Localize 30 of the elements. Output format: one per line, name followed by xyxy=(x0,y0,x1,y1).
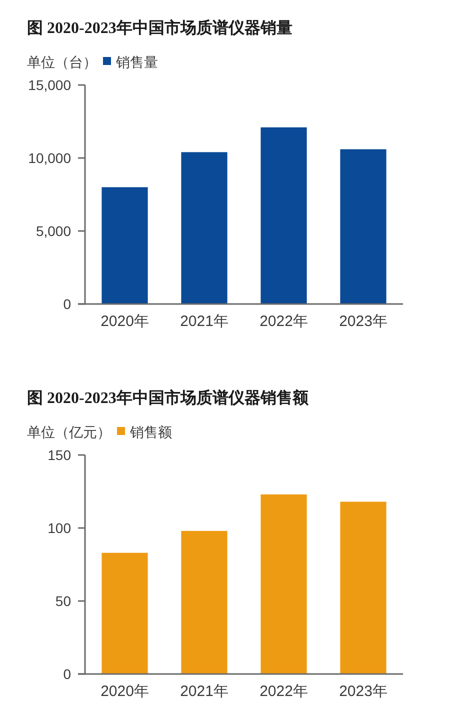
y-axis-title: 单位（台） xyxy=(27,54,97,70)
x-tick-label: 2020年 xyxy=(100,313,149,330)
bar xyxy=(102,552,148,674)
y-tick-label: 0 xyxy=(63,666,72,682)
y-tick-label: 50 xyxy=(55,593,72,609)
x-tick-label: 2021年 xyxy=(180,313,228,330)
x-tick-label: 2023年 xyxy=(339,313,388,330)
y-tick-label: 0 xyxy=(63,296,72,312)
x-tick-label: 2023年 xyxy=(339,683,388,700)
y-axis-title: 单位（亿元） xyxy=(27,424,111,440)
y-tick-label: 10,000 xyxy=(28,150,72,166)
bar xyxy=(181,152,228,304)
x-tick-label: 2021年 xyxy=(180,683,228,700)
bar xyxy=(340,502,386,674)
y-tick-label: 100 xyxy=(48,520,72,536)
x-tick-label: 2022年 xyxy=(260,313,308,330)
chart-title: 图 2020-2023年中国市场质谱仪器销售额 xyxy=(27,389,310,407)
legend-label: 销售额 xyxy=(129,424,172,440)
y-tick-label: 150 xyxy=(48,447,72,463)
bar xyxy=(102,187,148,304)
bar xyxy=(260,494,307,674)
bar xyxy=(340,149,386,304)
y-tick-label: 15,000 xyxy=(28,77,72,93)
bar xyxy=(181,530,228,674)
legend-label: 销售量 xyxy=(115,54,158,70)
bar xyxy=(260,127,307,304)
y-tick-label: 5,000 xyxy=(36,223,72,239)
x-tick-label: 2022年 xyxy=(260,683,308,700)
chart-title: 图 2020-2023年中国市场质谱仪器销量 xyxy=(27,19,292,37)
x-tick-label: 2020年 xyxy=(100,683,149,700)
